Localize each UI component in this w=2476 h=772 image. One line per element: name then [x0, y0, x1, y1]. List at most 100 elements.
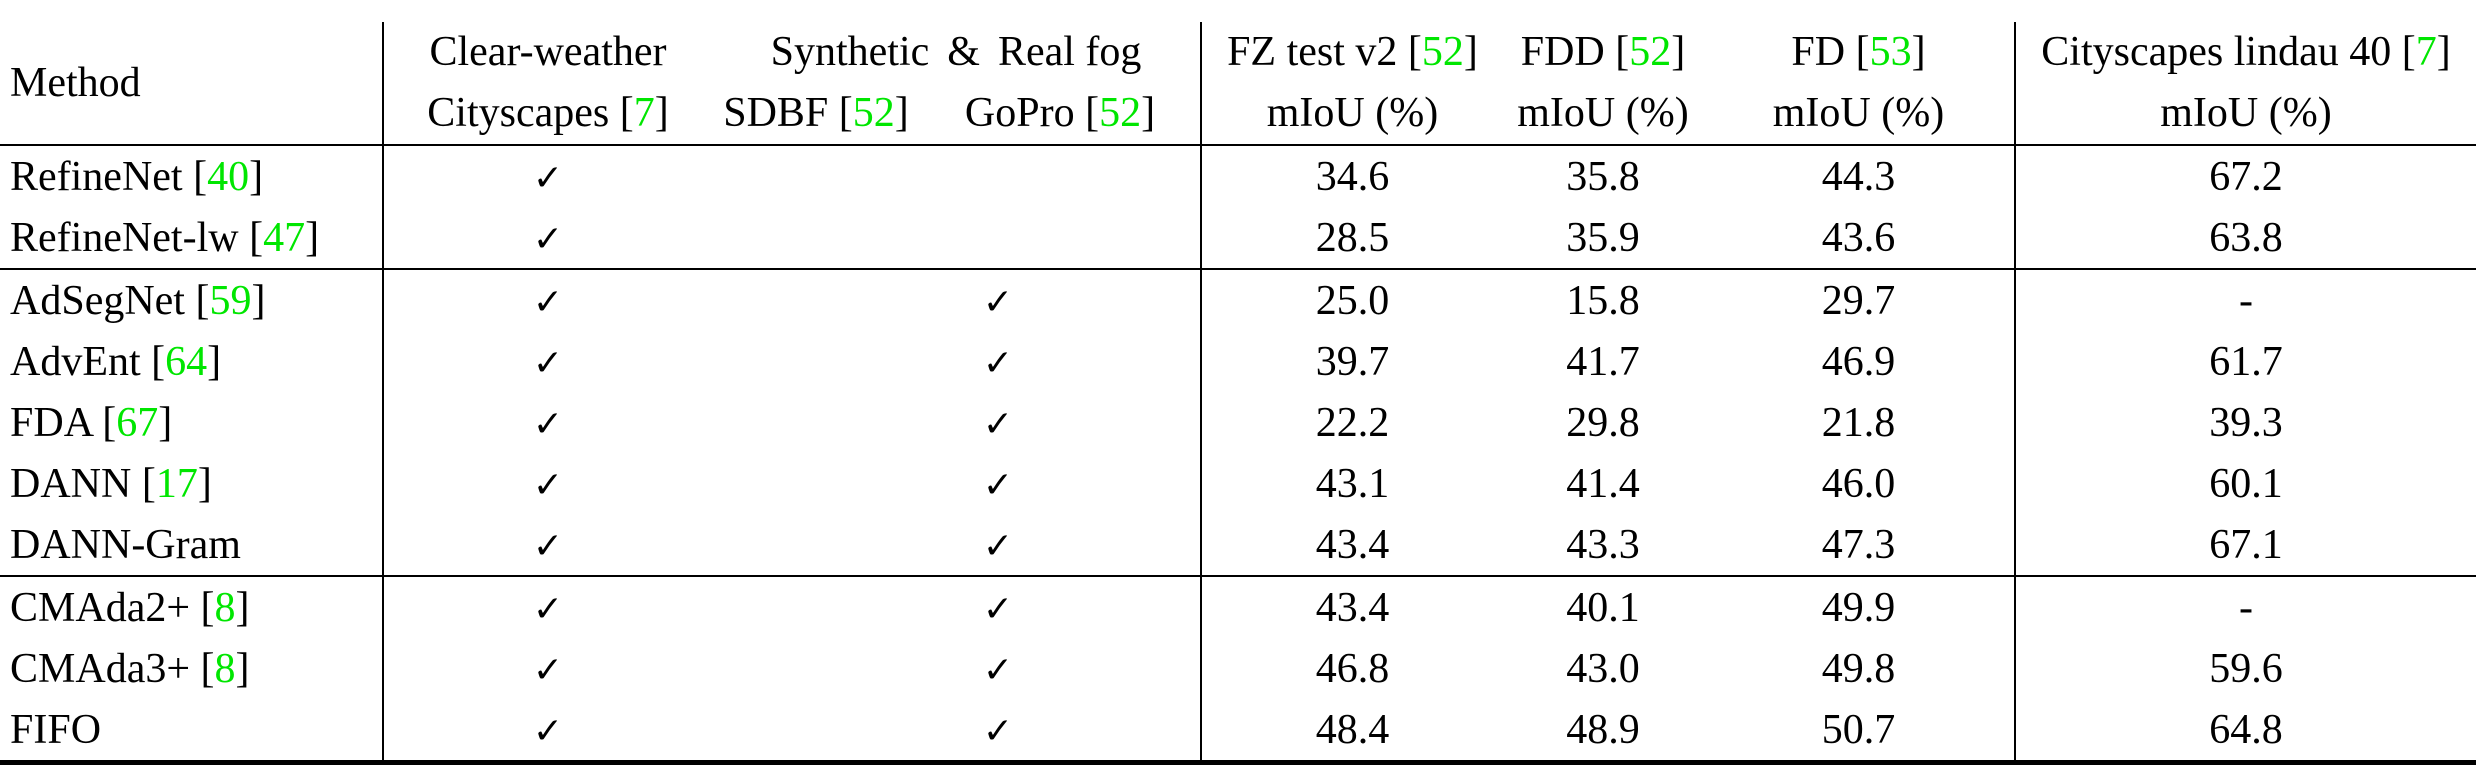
- citation: 64: [165, 338, 208, 385]
- fog-check: ✓: [712, 453, 1201, 514]
- fog-check: [712, 207, 1201, 269]
- cityscapes-miou-cell: 61.7: [2014, 331, 2476, 392]
- header-fdd: FDD [52]: [1520, 29, 1686, 75]
- check-icon: ✓: [532, 403, 564, 445]
- citation: 8: [214, 645, 236, 692]
- fdd-miou-cell: 41.4: [1566, 460, 1640, 507]
- check-icon: ✓: [982, 525, 1014, 567]
- clear-weather-check: ✓: [382, 514, 712, 576]
- clear-weather-check: ✓: [382, 268, 712, 331]
- fd-miou-cell: 29.7: [1703, 268, 2015, 331]
- clear-weather-check: ✓: [382, 638, 712, 699]
- cityscapes-miou-cell: 64.8: [2014, 699, 2476, 765]
- fdd-miou-cell: 43.0: [1566, 645, 1640, 692]
- fd-miou-cell: 21.8: [1821, 399, 1896, 446]
- fdd-miou-cell: 29.8: [1566, 399, 1640, 446]
- cityscapes-miou-cell: 67.2: [2014, 144, 2476, 207]
- fd-miou-cell: 49.8: [1821, 645, 1896, 692]
- method-cell: AdSegNet [59]: [0, 268, 383, 331]
- check-icon: ✓: [532, 342, 564, 384]
- citation: 67: [116, 399, 159, 446]
- fdd-miou-cell: 35.8: [1503, 144, 1703, 207]
- cityscapes-miou-cell: 63.8: [2014, 207, 2476, 269]
- clear-weather-check: ✓: [382, 699, 712, 765]
- table-row: DANN-Gram ✓ ✓ 43.4 43.3 47.3 67.1: [0, 514, 2476, 576]
- clear-weather-check: ✓: [382, 392, 712, 453]
- check-icon: ✓: [982, 281, 1014, 323]
- clear-weather-check: ✓: [382, 331, 712, 392]
- method-cell: DANN-Gram: [10, 521, 241, 568]
- clear-weather-check: ✓: [382, 453, 712, 514]
- check-icon: ✓: [532, 710, 564, 752]
- table-row: FIFO ✓ ✓ 48.4 48.9 50.7 64.8: [0, 699, 2476, 765]
- cityscapes-miou-cell: 60.1: [2014, 453, 2476, 514]
- check-icon: ✓: [532, 218, 564, 260]
- clear-weather-check: ✓: [382, 207, 712, 269]
- citation: 17: [155, 460, 198, 507]
- fd-miou-cell: 46.0: [1821, 460, 1896, 507]
- fd-miou-cell: 46.9: [1821, 338, 1896, 385]
- fz-miou-cell: 25.0: [1200, 268, 1503, 331]
- clear-weather-check: ✓: [382, 575, 712, 638]
- cityscapes-miou-cell: 59.6: [2014, 638, 2476, 699]
- cityscapes-miou-cell: -: [2014, 575, 2476, 638]
- fz-miou-cell: 34.6: [1200, 144, 1503, 207]
- citation: 8: [214, 584, 236, 631]
- fog-check: [712, 144, 1201, 207]
- fdd-miou-cell: 41.7: [1566, 338, 1640, 385]
- fog-check: ✓: [712, 638, 1201, 699]
- citation: 59: [209, 277, 252, 324]
- header-miou-fd: mIoU (%): [1772, 90, 1945, 136]
- header-sdbf: SDBF [52]: [723, 90, 909, 136]
- cityscapes-miou-cell: 39.3: [2014, 392, 2476, 453]
- table-row: FDA [67] ✓ ✓ 22.2 29.8 21.8 39.3: [0, 392, 2476, 453]
- header-cityscapes-lindau: Cityscapes lindau 40 [7]: [2014, 22, 2476, 82]
- method-cell: CMAda3+ [8]: [10, 645, 250, 692]
- table-row: CMAda3+ [8] ✓ ✓ 46.8 43.0 49.8 59.6: [0, 638, 2476, 699]
- fog-check: ✓: [712, 331, 1201, 392]
- method-cell: AdvEnt [64]: [10, 338, 222, 385]
- fog-check: ✓: [712, 575, 1201, 638]
- method-cell: DANN [17]: [10, 460, 212, 507]
- citation: 47: [263, 214, 306, 261]
- check-icon: ✓: [532, 281, 564, 323]
- citation: 40: [207, 153, 250, 200]
- fog-check: ✓: [712, 699, 1201, 765]
- header-ampersand: &: [947, 29, 980, 75]
- header-method: Method: [10, 60, 141, 106]
- header-real-fog: Real fog: [997, 29, 1142, 75]
- fdd-miou-cell: 40.1: [1503, 575, 1703, 638]
- header-clear-weather: Clear-weather: [382, 22, 712, 82]
- method-cell: RefineNet-lw [47]: [10, 214, 320, 261]
- fd-miou-cell: 47.3: [1821, 521, 1896, 568]
- fz-miou-cell: 43.4: [1200, 575, 1503, 638]
- fog-check: ✓: [712, 268, 1201, 331]
- clear-weather-check: ✓: [382, 144, 712, 207]
- results-table: Method Clear-weather Synthetic & Real fog …: [0, 22, 2476, 765]
- cityscapes-miou-cell: 67.1: [2014, 514, 2476, 576]
- citation: 52: [1629, 29, 1672, 75]
- fz-miou-cell: 39.7: [1200, 331, 1503, 392]
- citation: 7: [2415, 29, 2437, 75]
- check-icon: ✓: [532, 525, 564, 567]
- fz-miou-cell: 28.5: [1200, 207, 1503, 269]
- citation: 52: [852, 90, 895, 136]
- method-cell: CMAda2+ [8]: [0, 575, 383, 638]
- header-row-1: Method Clear-weather Synthetic & Real fog …: [0, 22, 2476, 104]
- citation: 53: [1869, 29, 1912, 75]
- table-row: RefineNet [40] ✓ 34.6 35.8 44.3 67.2: [0, 144, 2476, 207]
- citation: 52: [1099, 90, 1142, 136]
- citation: 7: [633, 90, 655, 136]
- check-icon: ✓: [982, 649, 1014, 691]
- fd-miou-cell: 43.6: [1821, 214, 1896, 261]
- header-fd: FD [53]: [1791, 29, 1926, 75]
- check-icon: ✓: [982, 403, 1014, 445]
- method-cell: RefineNet [40]: [0, 144, 383, 207]
- cityscapes-miou-cell: -: [2014, 268, 2476, 331]
- fd-miou-cell: 50.7: [1703, 699, 2015, 765]
- header-synthetic-real-fog: Synthetic & Real fog: [712, 22, 1201, 82]
- header-synthetic: Synthetic: [770, 29, 930, 75]
- fdd-miou-cell: 48.9: [1503, 699, 1703, 765]
- check-icon: ✓: [532, 464, 564, 506]
